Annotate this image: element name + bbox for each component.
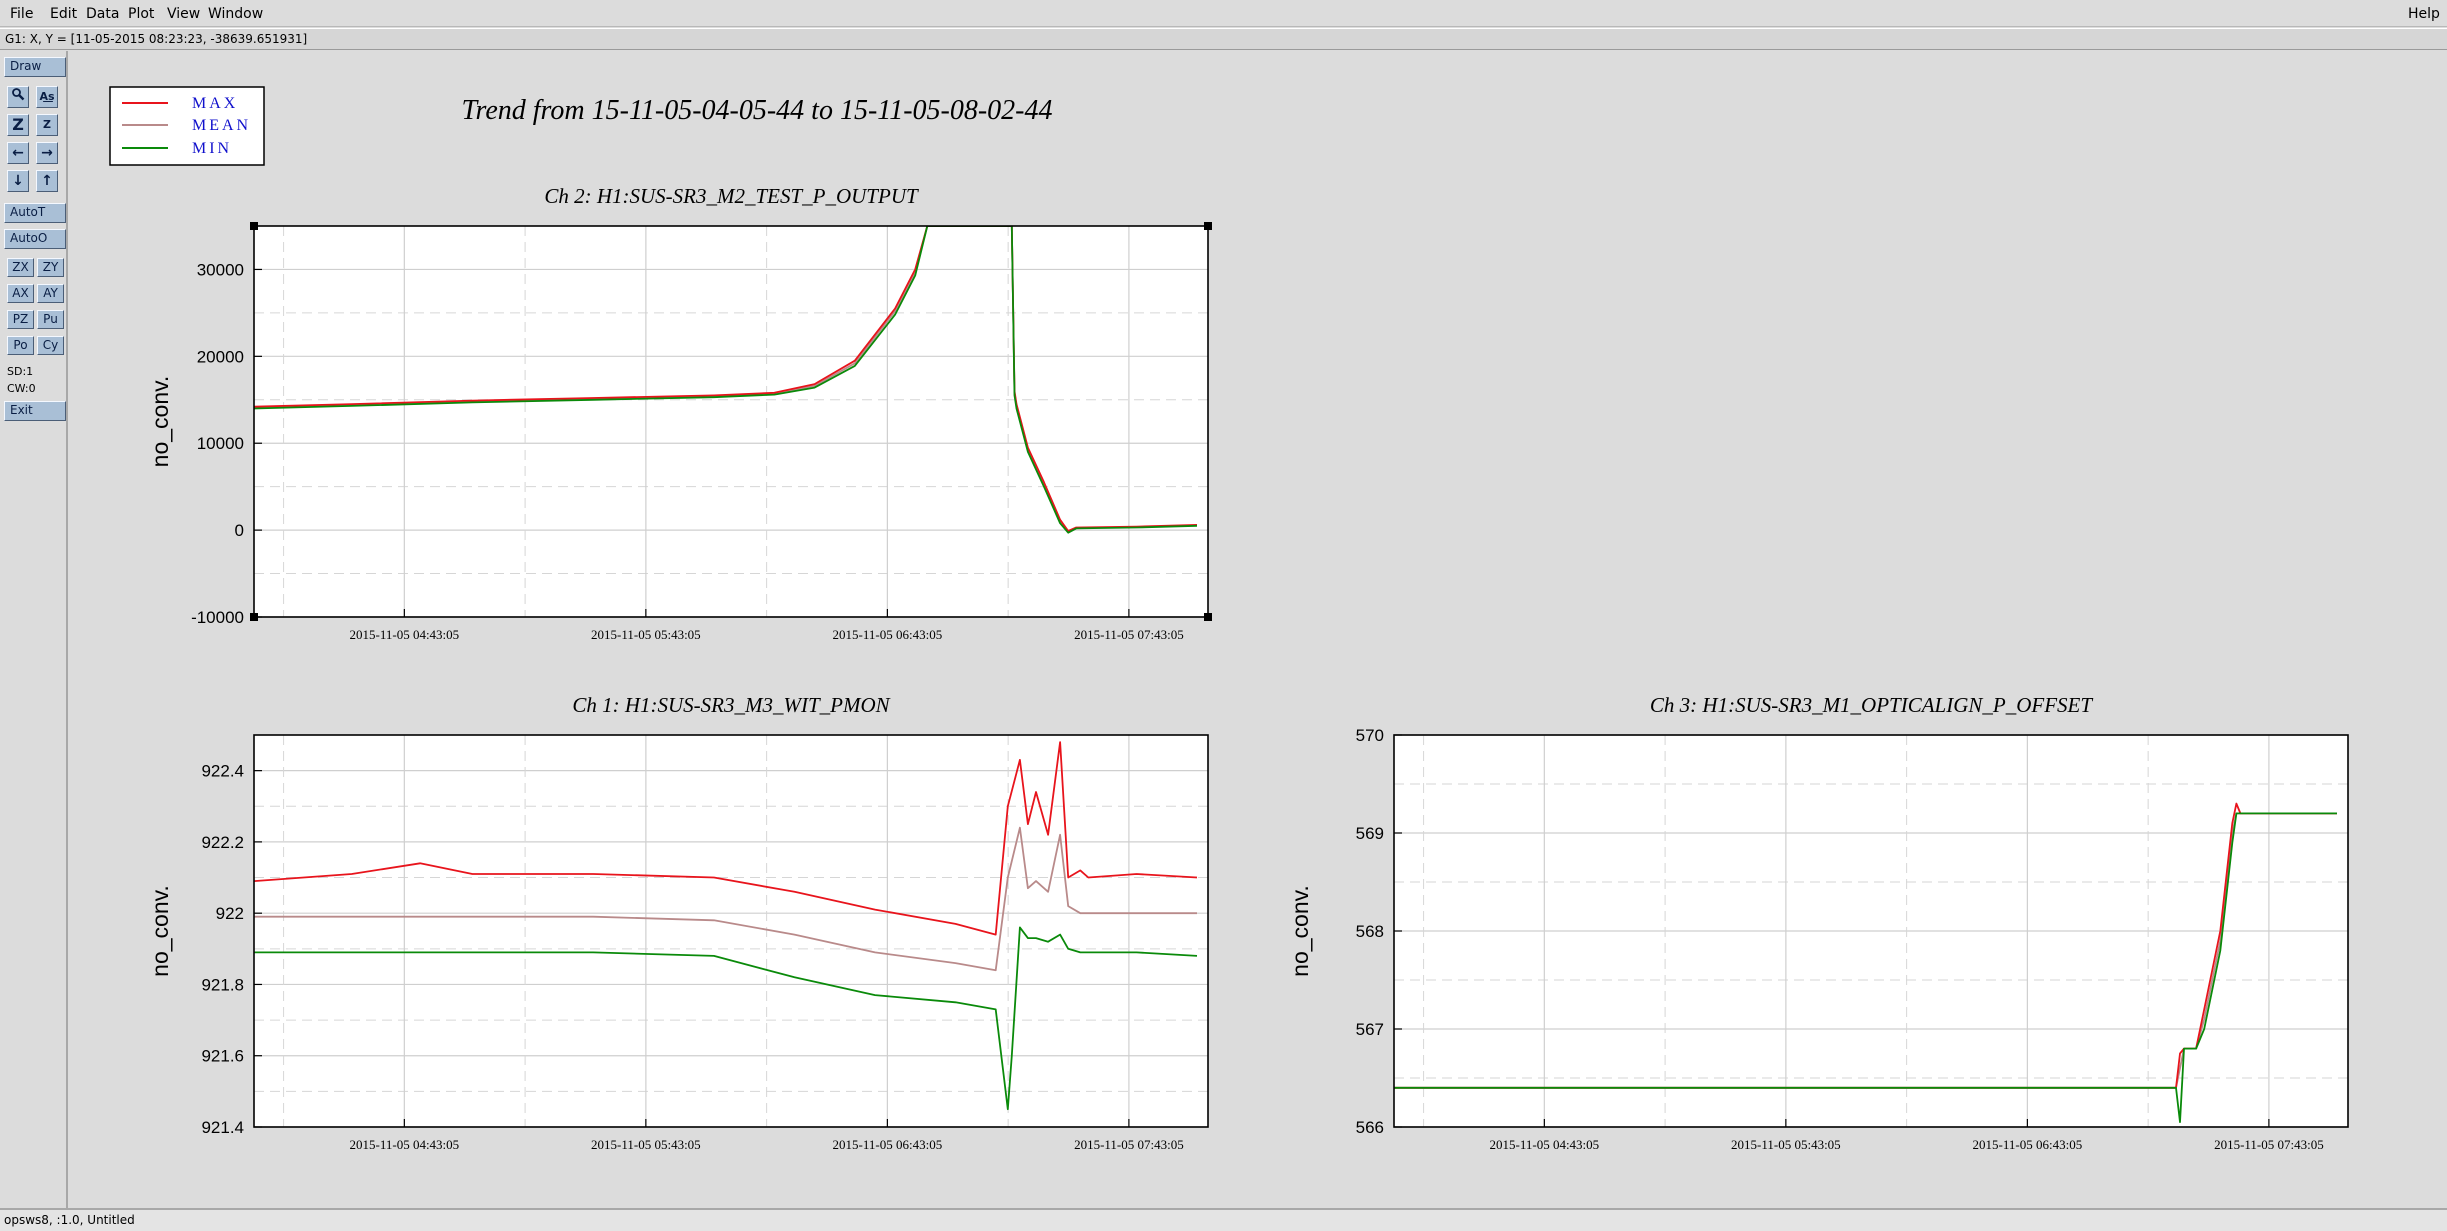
series-line-mean bbox=[254, 826, 1197, 972]
pan-up-button[interactable]: ↑ bbox=[36, 170, 58, 192]
series-line-max bbox=[254, 741, 1198, 936]
chart-title: Ch 1: H1:SUS-SR3_M3_WIT_PMON bbox=[572, 693, 890, 717]
zoom-small-z-button[interactable]: Z bbox=[36, 114, 58, 136]
cy-button[interactable]: Cy bbox=[37, 336, 64, 355]
selection-handle[interactable] bbox=[250, 222, 258, 230]
y-tick-label: 921.6 bbox=[201, 1047, 244, 1066]
x-tick-label: 2015-11-05 05:43:05 bbox=[591, 1137, 701, 1152]
cw-label: CW:0 bbox=[7, 382, 36, 395]
plot-toolbar: Draw A͟s Z Z ← → ↓ ↑ AutoT AutoO ZX ZY A… bbox=[0, 51, 68, 1208]
zoom-small-z-icon: Z bbox=[43, 118, 51, 131]
y-tick-label: 569 bbox=[1356, 824, 1384, 843]
y-tick-label: 30000 bbox=[197, 260, 244, 279]
arrow-right-icon: → bbox=[41, 145, 53, 161]
series-line-min bbox=[1394, 812, 2337, 1123]
y-tick-label: 566 bbox=[1356, 1118, 1384, 1137]
x-tick-label: 2015-11-05 06:43:05 bbox=[1973, 1137, 2083, 1152]
y-axis-label: no_conv. bbox=[147, 885, 173, 977]
pan-right-button[interactable]: → bbox=[36, 142, 58, 164]
y-axis-label: no_conv. bbox=[147, 376, 173, 468]
magnifier-icon bbox=[12, 88, 25, 101]
x-tick-label: 2015-11-05 06:43:05 bbox=[833, 627, 943, 642]
y-tick-label: 921.8 bbox=[201, 975, 244, 994]
y-tick-label: 0 bbox=[235, 521, 244, 540]
x-tick-label: 2015-11-05 04:43:05 bbox=[1490, 1137, 1600, 1152]
series-line-min bbox=[254, 926, 1198, 1111]
arrow-left-icon: ← bbox=[12, 145, 24, 161]
legend: MAX MEAN MIN bbox=[109, 86, 265, 166]
auto-o-button[interactable]: AutoO bbox=[4, 229, 66, 249]
arrow-up-icon: ↑ bbox=[41, 173, 53, 189]
auto-t-button[interactable]: AutoT bbox=[4, 203, 66, 223]
zoom-z-icon: Z bbox=[12, 115, 24, 134]
y-axis-label: no_conv. bbox=[1287, 885, 1313, 977]
selection-handle[interactable] bbox=[1204, 613, 1212, 621]
series-line-min bbox=[254, 226, 1198, 534]
menu-view[interactable]: View bbox=[167, 6, 201, 22]
zx-button[interactable]: ZX bbox=[7, 258, 34, 277]
chart-ch1[interactable]: 921.4 921.6 921.8 922 922.2 922.4 2015-11-05 0… bbox=[147, 693, 1209, 1152]
zoom-magnifier-button[interactable] bbox=[7, 86, 29, 108]
menu-help[interactable]: Help bbox=[2408, 6, 2440, 22]
chart-title: Ch 3: H1:SUS-SR3_M1_OPTICALIGN_P_OFFSET bbox=[1650, 693, 2093, 717]
coordinate-readout: G1: X, Y = [11-05-2015 08:23:23, -38639.… bbox=[0, 28, 2447, 50]
y-tick-label: 10000 bbox=[197, 434, 244, 453]
series-line-max bbox=[254, 226, 1198, 532]
zy-button[interactable]: ZY bbox=[37, 258, 64, 277]
plot-svg: MAX MEAN MIN Trend from 15-11-05-04-05-4… bbox=[109, 86, 2349, 1152]
x-tick-label: 2015-11-05 06:43:05 bbox=[833, 1137, 943, 1152]
menu-bar: File Edit Data Plot View Window Help bbox=[0, 0, 2447, 27]
plot-frame bbox=[253, 225, 1209, 618]
x-tick-label: 2015-11-05 05:43:05 bbox=[1731, 1137, 1841, 1152]
y-tick-label: 567 bbox=[1356, 1020, 1384, 1039]
x-tick-label: 2015-11-05 04:43:05 bbox=[350, 627, 460, 642]
x-tick-label: 2015-11-05 07:43:05 bbox=[1074, 627, 1184, 642]
chart-ch3[interactable]: 566 567 568 569 570 2015-11-05 04:43:05 2015-1… bbox=[1287, 693, 2349, 1152]
main-title: Trend from 15-11-05-04-05-44 to 15-11-05… bbox=[461, 95, 1052, 126]
y-tick-label: 568 bbox=[1356, 922, 1384, 941]
plot-frame-bg bbox=[254, 735, 1208, 1127]
po-button[interactable]: Po bbox=[7, 336, 34, 355]
text-abc-icon: A͟s bbox=[39, 90, 55, 103]
y-tick-label: 921.4 bbox=[201, 1118, 244, 1137]
ay-button[interactable]: AY bbox=[37, 284, 64, 303]
sd-label: SD:1 bbox=[7, 365, 34, 378]
menu-plot[interactable]: Plot bbox=[128, 6, 155, 22]
x-tick-label: 2015-11-05 07:43:05 bbox=[2214, 1137, 2324, 1152]
x-tick-label: 2015-11-05 05:43:05 bbox=[591, 627, 701, 642]
y-tick-label: -10000 bbox=[191, 608, 244, 627]
menu-data[interactable]: Data bbox=[86, 6, 120, 22]
selection-handle[interactable] bbox=[1204, 222, 1212, 230]
y-tick-label: 922.4 bbox=[201, 762, 244, 781]
legend-label-mean: MEAN bbox=[192, 117, 251, 134]
legend-label-max: MAX bbox=[192, 95, 238, 112]
x-tick-label: 2015-11-05 07:43:05 bbox=[1074, 1137, 1184, 1152]
plot-frame-bg bbox=[254, 226, 1208, 617]
pz-button[interactable]: PZ bbox=[7, 310, 34, 329]
series-line-max bbox=[1394, 802, 2337, 1089]
chart-title: Ch 2: H1:SUS-SR3_M2_TEST_P_OUTPUT bbox=[544, 184, 919, 208]
x-tick-label: 2015-11-05 04:43:05 bbox=[350, 1137, 460, 1152]
plot-frame bbox=[253, 734, 1209, 1128]
y-tick-label: 922.2 bbox=[201, 833, 244, 852]
ax-button[interactable]: AX bbox=[7, 284, 34, 303]
legend-label-min: MIN bbox=[192, 140, 232, 157]
pu-button[interactable]: Pu bbox=[37, 310, 64, 329]
status-bar: opsws8, :1.0, Untitled bbox=[0, 1208, 2447, 1231]
y-tick-label: 570 bbox=[1356, 726, 1384, 745]
y-tick-label: 922 bbox=[216, 904, 244, 923]
zoom-z-button[interactable]: Z bbox=[7, 114, 29, 136]
draw-button[interactable]: Draw bbox=[4, 57, 66, 77]
menu-window[interactable]: Window bbox=[208, 6, 264, 22]
plot-canvas[interactable]: MAX MEAN MIN Trend from 15-11-05-04-05-4… bbox=[70, 51, 2447, 1208]
text-annotate-button[interactable]: A͟s bbox=[36, 86, 58, 108]
chart-ch2[interactable]: -10000 0 10000 20000 30000 2015-11-05 04:43:0… bbox=[147, 184, 1212, 642]
menu-edit[interactable]: Edit bbox=[50, 6, 78, 22]
y-tick-label: 20000 bbox=[197, 347, 244, 366]
pan-left-button[interactable]: ← bbox=[7, 142, 29, 164]
menu-file[interactable]: File bbox=[10, 6, 34, 22]
arrow-down-icon: ↓ bbox=[12, 173, 24, 189]
pan-down-button[interactable]: ↓ bbox=[7, 170, 29, 192]
exit-button[interactable]: Exit bbox=[4, 401, 66, 421]
